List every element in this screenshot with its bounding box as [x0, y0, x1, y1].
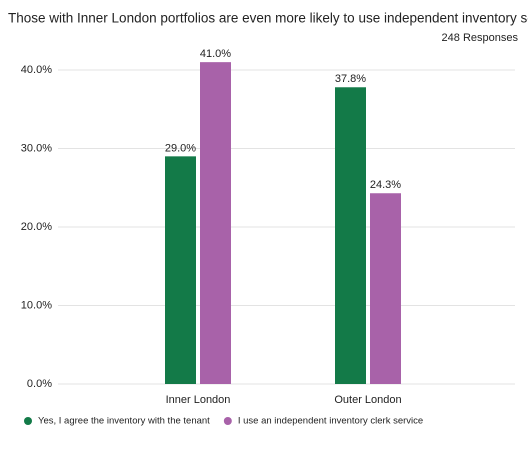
bar: [370, 193, 401, 384]
x-tick-label: Outer London: [334, 394, 401, 406]
value-label: 29.0%: [165, 142, 196, 154]
legend-label: Yes, I agree the inventory with the tena…: [38, 416, 210, 427]
y-tick-label: 0.0%: [27, 378, 52, 390]
y-tick-label: 10.0%: [21, 299, 52, 311]
y-tick-label: 40.0%: [21, 64, 52, 76]
bar: [335, 87, 366, 385]
bar: [165, 156, 196, 384]
legend-marker: [223, 417, 232, 425]
legend-label: I use an independent inventory clerk ser…: [238, 416, 423, 427]
y-tick-label: 30.0%: [21, 142, 52, 154]
value-label: 41.0%: [200, 48, 231, 60]
value-label: 24.3%: [370, 179, 401, 191]
chart-subtitle: 248 Responses: [442, 32, 519, 44]
x-tick-label: Inner London: [166, 394, 231, 406]
value-label: 37.8%: [335, 73, 366, 85]
y-tick-label: 20.0%: [21, 221, 52, 233]
bar: [200, 62, 231, 385]
chart-title: Those with Inner London portfolios are e…: [8, 11, 528, 26]
legend-marker: [24, 417, 32, 425]
